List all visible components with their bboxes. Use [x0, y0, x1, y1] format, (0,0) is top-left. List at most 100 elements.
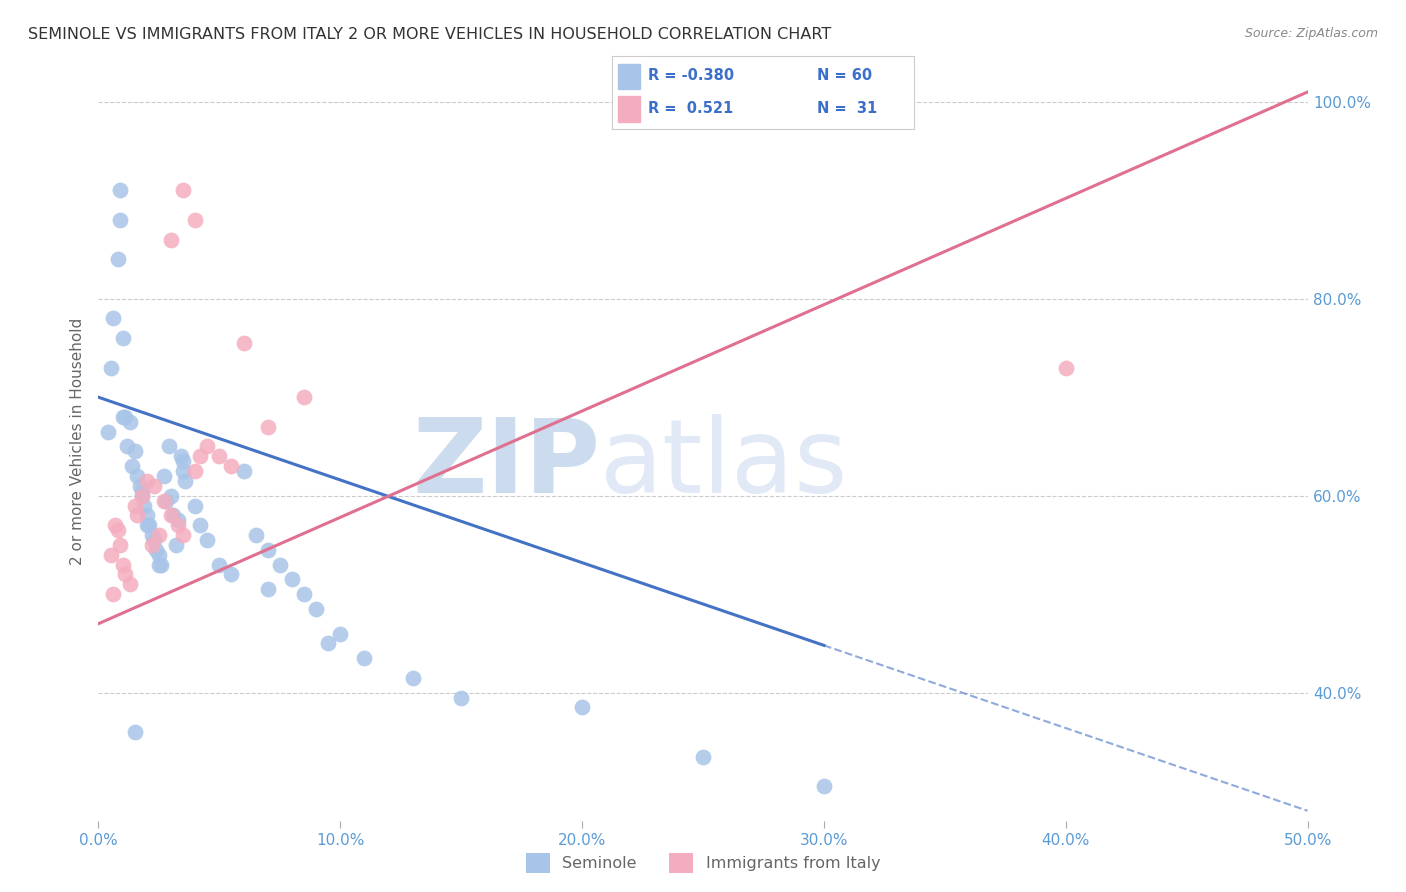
Point	[281, 573, 304, 587]
Point	[1054, 360, 1077, 375]
Text: R =  0.521: R = 0.521	[648, 102, 733, 116]
Point	[155, 493, 177, 508]
Point	[256, 542, 278, 557]
Point	[162, 508, 184, 523]
Point	[402, 671, 425, 685]
Point	[184, 464, 207, 478]
Point	[221, 459, 243, 474]
Point	[107, 252, 129, 267]
Point	[169, 450, 191, 464]
Point	[292, 587, 315, 601]
Y-axis label: 2 or more Vehicles in Household: 2 or more Vehicles in Household	[70, 318, 86, 566]
Text: R = -0.380: R = -0.380	[648, 68, 734, 83]
Point	[111, 558, 134, 572]
Point	[232, 336, 254, 351]
Point	[131, 489, 153, 503]
Point	[143, 533, 166, 547]
Point	[111, 331, 134, 345]
Point	[100, 360, 122, 375]
Point	[256, 419, 278, 434]
Point	[232, 464, 254, 478]
Point	[172, 464, 194, 478]
Point	[145, 542, 167, 557]
Point	[135, 508, 157, 523]
Point	[117, 440, 139, 454]
Point	[329, 626, 352, 640]
Point	[107, 523, 129, 537]
Point	[150, 558, 173, 572]
Bar	[617, 96, 640, 122]
Point	[127, 469, 149, 483]
Point	[118, 577, 141, 591]
Point	[450, 690, 472, 705]
Point	[292, 390, 315, 404]
Point	[160, 233, 183, 247]
Point	[148, 528, 170, 542]
Point	[131, 483, 153, 498]
Point	[152, 493, 174, 508]
Point	[124, 725, 146, 739]
Text: SEMINOLE VS IMMIGRANTS FROM ITALY 2 OR MORE VEHICLES IN HOUSEHOLD CORRELATION CH: SEMINOLE VS IMMIGRANTS FROM ITALY 2 OR M…	[28, 27, 831, 42]
Point	[165, 538, 187, 552]
Point	[160, 489, 183, 503]
Point	[141, 528, 163, 542]
Point	[114, 409, 136, 424]
Point	[152, 469, 174, 483]
Bar	[617, 63, 640, 89]
Text: Source: ZipAtlas.com: Source: ZipAtlas.com	[1244, 27, 1378, 40]
Point	[195, 440, 218, 454]
Point	[127, 508, 149, 523]
Point	[148, 548, 170, 562]
Point	[108, 538, 131, 552]
Point	[100, 548, 122, 562]
Text: atlas: atlas	[600, 414, 849, 515]
Point	[124, 444, 146, 458]
Point	[208, 558, 231, 572]
Text: N = 60: N = 60	[817, 68, 872, 83]
Point	[121, 459, 143, 474]
Point	[143, 479, 166, 493]
Point	[141, 538, 163, 552]
Point	[305, 602, 328, 616]
Point	[353, 651, 375, 665]
Point	[138, 518, 160, 533]
Text: N =  31: N = 31	[817, 102, 877, 116]
Point	[184, 499, 207, 513]
Point	[97, 425, 120, 439]
Point	[167, 518, 190, 533]
Point	[124, 499, 146, 513]
Point	[134, 499, 156, 513]
Point	[157, 440, 180, 454]
Point	[221, 567, 243, 582]
Point	[167, 513, 190, 527]
Point	[114, 567, 136, 582]
Point	[101, 311, 124, 326]
Point	[245, 528, 267, 542]
Point	[172, 528, 194, 542]
Point	[188, 518, 211, 533]
Point	[269, 558, 291, 572]
Point	[111, 409, 134, 424]
Point	[195, 533, 218, 547]
Point	[184, 213, 207, 227]
Point	[256, 582, 278, 597]
Point	[571, 700, 593, 714]
Point	[135, 518, 157, 533]
Point	[813, 779, 835, 793]
Point	[160, 508, 183, 523]
Point	[172, 184, 194, 198]
Point	[174, 474, 197, 488]
Point	[172, 454, 194, 468]
Point	[188, 450, 211, 464]
Point	[135, 474, 157, 488]
Point	[131, 489, 153, 503]
Point	[101, 587, 124, 601]
Point	[108, 213, 131, 227]
Point	[208, 450, 231, 464]
Point	[692, 749, 714, 764]
Legend: Seminole, Immigrants from Italy: Seminole, Immigrants from Italy	[517, 846, 889, 881]
Point	[118, 415, 141, 429]
Point	[128, 479, 150, 493]
Point	[148, 558, 170, 572]
Point	[104, 518, 127, 533]
